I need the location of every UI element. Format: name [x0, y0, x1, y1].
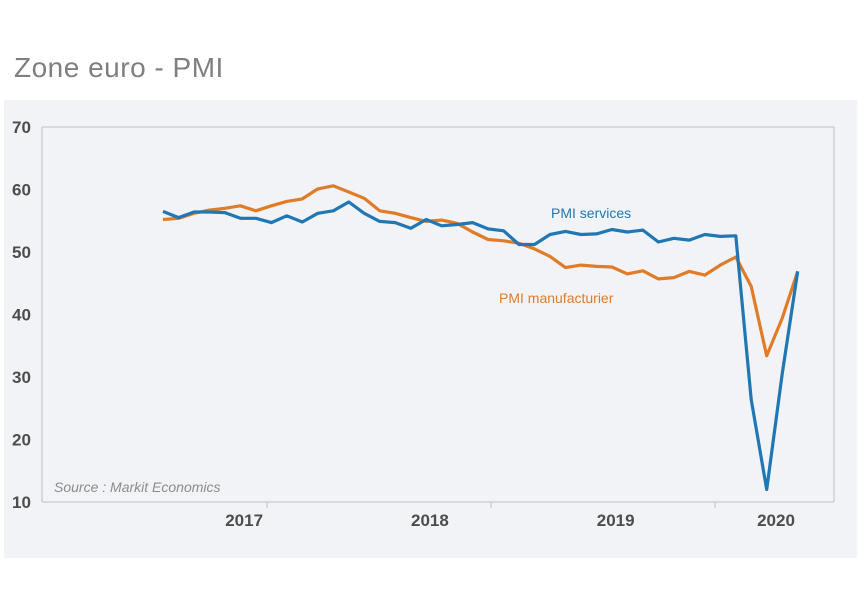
y-tick-label: 40 — [12, 306, 31, 325]
x-tick-labels: 2017 2018 2019 2020 — [225, 502, 795, 530]
series-label-manufacturing: PMI services — [551, 205, 631, 221]
x-tick-label: 2019 — [597, 511, 635, 530]
x-tick-label: 2017 — [225, 511, 263, 530]
series-lines — [162, 184, 800, 492]
y-tick-label: 20 — [12, 431, 31, 450]
series-line-manufacturing — [162, 200, 800, 492]
line-chart: 70 60 50 40 30 20 10 2017 2018 2019 2020 PMI serv… — [12, 118, 835, 530]
y-tick-label: 70 — [12, 118, 31, 137]
source-note: Source : Markit Economics — [54, 479, 221, 495]
x-tick-label: 2020 — [757, 511, 795, 530]
y-tick-labels: 70 60 50 40 30 20 10 — [12, 118, 31, 512]
y-tick-label: 30 — [12, 368, 31, 387]
x-tick-label: 2018 — [411, 511, 449, 530]
series-line-services — [162, 184, 800, 358]
y-tick-label: 50 — [12, 243, 31, 262]
chart-title: Zone euro - PMI — [14, 52, 224, 83]
axes — [41, 126, 835, 503]
series-label-services: PMI manufacturier — [499, 290, 614, 306]
y-tick-label: 10 — [12, 493, 31, 512]
y-tick-label: 60 — [12, 181, 31, 200]
chart-panel: 70 60 50 40 30 20 10 2017 2018 2019 2020 PMI serv… — [4, 100, 857, 558]
